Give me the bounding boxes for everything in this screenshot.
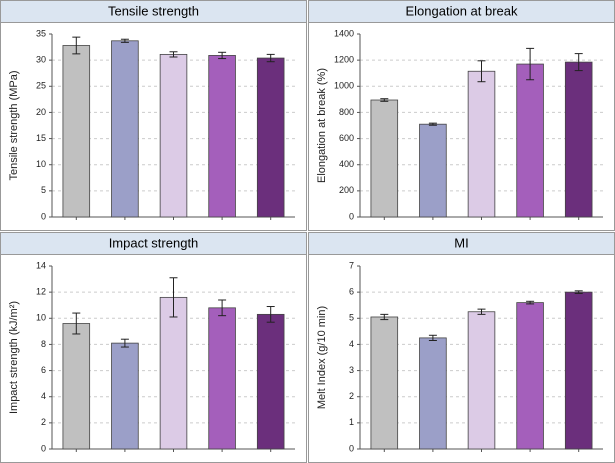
- y-tick-label: 25: [36, 81, 46, 91]
- bar: [370, 316, 399, 450]
- error-bar: [428, 122, 437, 126]
- bar: [159, 53, 188, 218]
- error-bar: [266, 53, 275, 63]
- error-bar: [218, 51, 227, 60]
- y-tick-label: 30: [36, 55, 46, 65]
- error-bar: [526, 47, 535, 81]
- bar: [62, 45, 91, 218]
- y-tick-label: 20: [36, 107, 46, 117]
- bar: [111, 40, 139, 218]
- error-bar: [72, 312, 81, 335]
- bar: [419, 123, 447, 218]
- error-bar: [72, 36, 81, 55]
- y-tick-label: 10: [36, 313, 46, 323]
- y-tick-label: 600: [339, 133, 354, 143]
- y-tick-label: 0: [349, 211, 354, 221]
- bar: [419, 337, 447, 450]
- y-tick-label: 5: [41, 185, 46, 195]
- error-bar: [380, 313, 389, 321]
- bar: [208, 55, 236, 218]
- y-tick-label: 6: [349, 287, 354, 297]
- y-tick-label: 1: [349, 417, 354, 427]
- error-bar: [428, 334, 437, 342]
- y-tick-label: 3: [349, 365, 354, 375]
- error-bar: [169, 277, 178, 318]
- y-tick-label: 2: [41, 417, 46, 427]
- error-bar: [477, 308, 486, 315]
- error-bar: [169, 51, 178, 58]
- panel-header: [0, 232, 307, 255]
- y-tick-label: 7: [349, 260, 354, 270]
- bar: [564, 291, 593, 450]
- bar: [159, 296, 188, 450]
- error-bar: [477, 60, 486, 83]
- y-tick-label: 10: [36, 159, 46, 169]
- bar: [370, 99, 399, 218]
- chart-title: Impact strength: [109, 235, 199, 250]
- y-tick-label: 1200: [334, 55, 354, 65]
- y-tick-label: 4: [41, 391, 46, 401]
- bar: [467, 311, 496, 450]
- bar: [516, 302, 544, 450]
- bar: [516, 63, 544, 218]
- bar: [208, 307, 236, 450]
- y-tick-label: 0: [41, 443, 46, 453]
- error-bar: [120, 38, 129, 43]
- y-tick-label: 12: [36, 287, 46, 297]
- bar: [62, 323, 91, 450]
- y-tick-label: 0: [41, 211, 46, 221]
- y-tick-label: 5: [349, 313, 354, 323]
- y-axis-label: Tensile strength (MPa): [8, 70, 20, 180]
- y-tick-label: 35: [36, 28, 46, 38]
- y-axis-label: Melt Index (g/10 min): [316, 306, 328, 409]
- y-tick-label: 1000: [334, 81, 354, 91]
- chart-title: Tensile strength: [108, 3, 199, 18]
- bar: [256, 313, 285, 450]
- y-tick-label: 800: [339, 107, 354, 117]
- chart-title: Elongation at break: [405, 3, 518, 18]
- y-tick-label: 0: [349, 443, 354, 453]
- y-tick-label: 400: [339, 159, 354, 169]
- error-bar: [574, 290, 583, 294]
- y-tick-label: 15: [36, 133, 46, 143]
- bar: [256, 57, 285, 218]
- error-bar: [120, 338, 129, 348]
- panel-header: [0, 0, 307, 23]
- y-tick-label: 8: [41, 339, 46, 349]
- y-tick-label: 1400: [334, 28, 354, 38]
- bar: [467, 70, 496, 218]
- chart-panel: Impact strength Impact strength (kJ/m²) 0 2…: [0, 232, 307, 463]
- error-bar: [380, 98, 389, 102]
- chart-panel: MI Melt Index (g/10 min) 0 1 2 3 4 5 6 7: [308, 232, 615, 463]
- y-tick-label: 4: [349, 339, 354, 349]
- error-bar: [574, 53, 583, 72]
- y-tick-label: 200: [339, 185, 354, 195]
- error-bar: [218, 299, 227, 317]
- bar: [564, 61, 593, 218]
- y-tick-label: 14: [36, 260, 46, 270]
- y-tick-label: 2: [349, 391, 354, 401]
- chart-panel: Elongation at break Elongation at break (…: [308, 0, 615, 231]
- chart-title: MI: [454, 235, 468, 250]
- chart-panel: Tensile strength Tensile strength (MPa) 0 5…: [0, 0, 307, 231]
- y-axis-label: Impact strength (kJ/m²): [8, 301, 20, 414]
- y-axis-label: Elongation at break (%): [316, 68, 328, 183]
- bar: [111, 342, 139, 450]
- error-bar: [266, 306, 275, 323]
- y-tick-label: 6: [41, 365, 46, 375]
- error-bar: [526, 300, 535, 305]
